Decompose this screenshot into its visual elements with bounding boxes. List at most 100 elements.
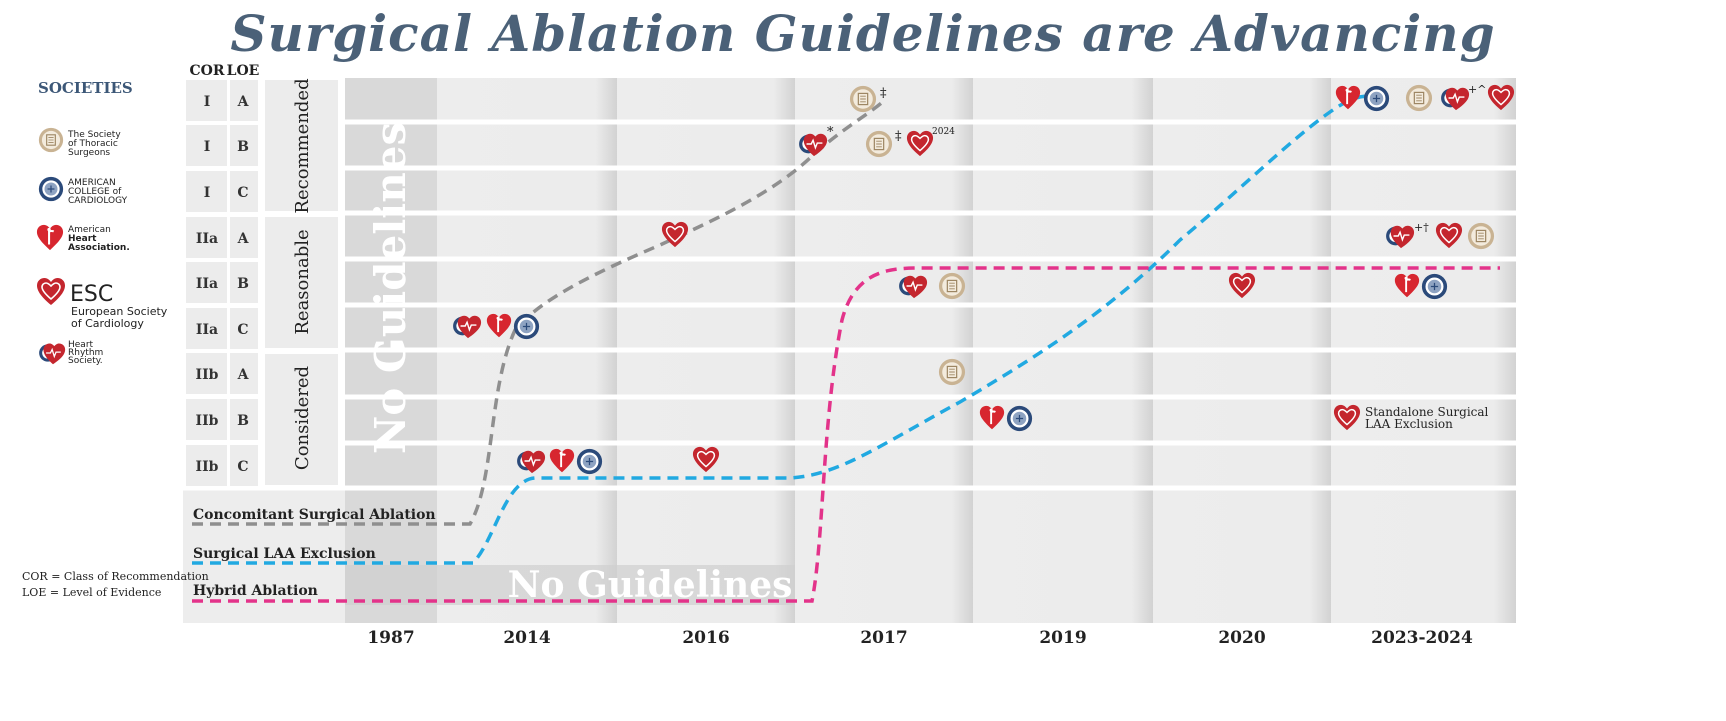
- loe-value: B: [237, 139, 249, 155]
- society-aha-line1: American: [68, 225, 111, 235]
- cor-value: I: [204, 94, 211, 110]
- cor-value: IIa: [196, 276, 218, 292]
- society-aha-line2: Heart: [68, 234, 97, 244]
- loe-cell: [230, 308, 258, 349]
- acc-seal-icon: [1006, 405, 1033, 432]
- sts-seal-icon: [938, 358, 966, 386]
- loe-cell: [230, 445, 258, 486]
- year-2016: 2016: [682, 628, 729, 648]
- cor-cell: [186, 80, 227, 121]
- note-hrs-2017: *: [827, 125, 834, 140]
- society-acc-line2: COLLEGE of: [68, 187, 122, 197]
- cor-cell: [186, 171, 227, 212]
- loe-cell: [230, 125, 258, 166]
- society-sts-line3: Surgeons: [68, 148, 110, 158]
- cor-cell: [186, 308, 227, 349]
- society-esc-line1: ESC: [70, 282, 113, 307]
- note-hrs-2023-top: +^: [1468, 83, 1486, 96]
- line-label-concomitant: Concomitant Surgical Ablation: [193, 507, 436, 523]
- group-reasonable: Reasonable: [292, 229, 313, 334]
- society-esc-line2: European Society: [71, 305, 168, 318]
- loe-cell: [230, 217, 258, 258]
- guideline-icons: ‡ * ‡ 2024 +^ +† Standalone Surgical LAA…: [452, 83, 1515, 475]
- sts-seal-icon: [865, 130, 893, 158]
- acc-seal-icon: [1363, 85, 1390, 112]
- sts-seal-icon: [38, 127, 64, 153]
- acc-seal-icon: [1421, 273, 1448, 300]
- acc-seal-icon: [513, 313, 540, 340]
- loe-cell: [230, 80, 258, 121]
- year-1987: 1987: [367, 628, 414, 648]
- year-2014: 2014: [503, 628, 550, 648]
- societies-heading: SOCIETIES: [38, 79, 133, 97]
- cor-cell: [186, 353, 227, 394]
- group-considered: Considered: [292, 366, 313, 470]
- acc-seal-icon: [576, 448, 603, 475]
- hrs-heart-icon: [38, 342, 66, 365]
- society-hrs-line1: Heart: [68, 340, 94, 350]
- loe-cell: [230, 353, 258, 394]
- cor-cell: [186, 445, 227, 486]
- row-separators: [183, 119, 1516, 491]
- cor-cell: [186, 399, 227, 440]
- note-sts-2017-b: ‡: [895, 129, 902, 144]
- cor-value: IIb: [196, 367, 219, 383]
- page-title: Surgical Ablation Guidelines are Advanci…: [230, 4, 1496, 63]
- loe-value: C: [237, 322, 248, 338]
- line-label-hybrid: Hybrid Ablation: [193, 583, 318, 599]
- no-guidelines-horizontal: No Guidelines: [508, 564, 793, 606]
- legend-loe: LOE = Level of Evidence: [22, 586, 161, 599]
- laa-exclusion-line: [192, 94, 1371, 565]
- cor-cell: [186, 217, 227, 258]
- note-esc-2024: 2024: [932, 127, 955, 137]
- year-axis: 1987 2014 2016 2017 2019 2020 2023-2024: [367, 628, 1473, 648]
- group-recommended-box: [265, 80, 338, 211]
- loe-value: C: [237, 185, 248, 201]
- sts-seal-icon: [1467, 222, 1495, 250]
- loe-value: B: [237, 276, 249, 292]
- note-standalone-line2: LAA Exclusion: [1365, 417, 1453, 431]
- cor-cell: [186, 262, 227, 303]
- year-2023-2024: 2023-2024: [1371, 628, 1473, 648]
- group-reasonable-box: [265, 217, 338, 348]
- loe-value: A: [237, 94, 250, 110]
- society-acc-line1: AMERICAN: [68, 178, 116, 188]
- line-label-laa: Surgical LAA Exclusion: [193, 546, 376, 562]
- sts-seal-icon: [1405, 84, 1433, 112]
- loe-value: A: [237, 367, 250, 383]
- cor-value: IIb: [196, 459, 219, 475]
- year-2017: 2017: [860, 628, 907, 648]
- loe-value: B: [237, 413, 249, 429]
- esc-heart-icon: [36, 277, 66, 306]
- loe-value: A: [237, 231, 250, 247]
- society-hrs-line2: Rhythm: [68, 348, 103, 358]
- cor-header: COR: [190, 63, 225, 79]
- year-2020: 2020: [1218, 628, 1265, 648]
- sts-seal-icon: [849, 85, 877, 113]
- society-sts-line1: The Society: [67, 130, 121, 140]
- sts-seal-icon: [938, 272, 966, 300]
- year-2019: 2019: [1039, 628, 1086, 648]
- society-esc-line3: of Cardiology: [71, 317, 144, 330]
- group-recommended: Recommended: [292, 78, 313, 213]
- society-sts-line2: of Thoracic: [68, 139, 118, 149]
- loe-cell: [230, 262, 258, 303]
- cor-value: I: [204, 139, 211, 155]
- no-guidelines-hybrid-band: [345, 565, 795, 605]
- loe-header: LOE: [227, 63, 260, 79]
- society-acc-line3: CARDIOLOGY: [68, 196, 128, 206]
- no-guidelines-vertical: No Guidelines: [366, 122, 415, 454]
- loe-cell: [230, 171, 258, 212]
- societies-legend: SOCIETIES The Society of Thoracic Surgeo…: [36, 79, 168, 366]
- hybrid-ablation-line: [192, 266, 1500, 603]
- society-hrs-line3: Society.: [68, 356, 103, 366]
- cor-value: I: [204, 185, 211, 201]
- aha-heart-icon: [36, 224, 64, 252]
- note-standalone-line1: Standalone Surgical: [1365, 405, 1489, 419]
- note-hrs-2023-iia: +†: [1414, 221, 1429, 234]
- legend-cor: COR = Class of Recommendation: [22, 570, 209, 583]
- note-sts-2017-top: ‡: [880, 86, 887, 101]
- acc-seal-icon: [38, 176, 64, 202]
- cor-value: IIa: [196, 322, 218, 338]
- loe-value: C: [237, 459, 248, 475]
